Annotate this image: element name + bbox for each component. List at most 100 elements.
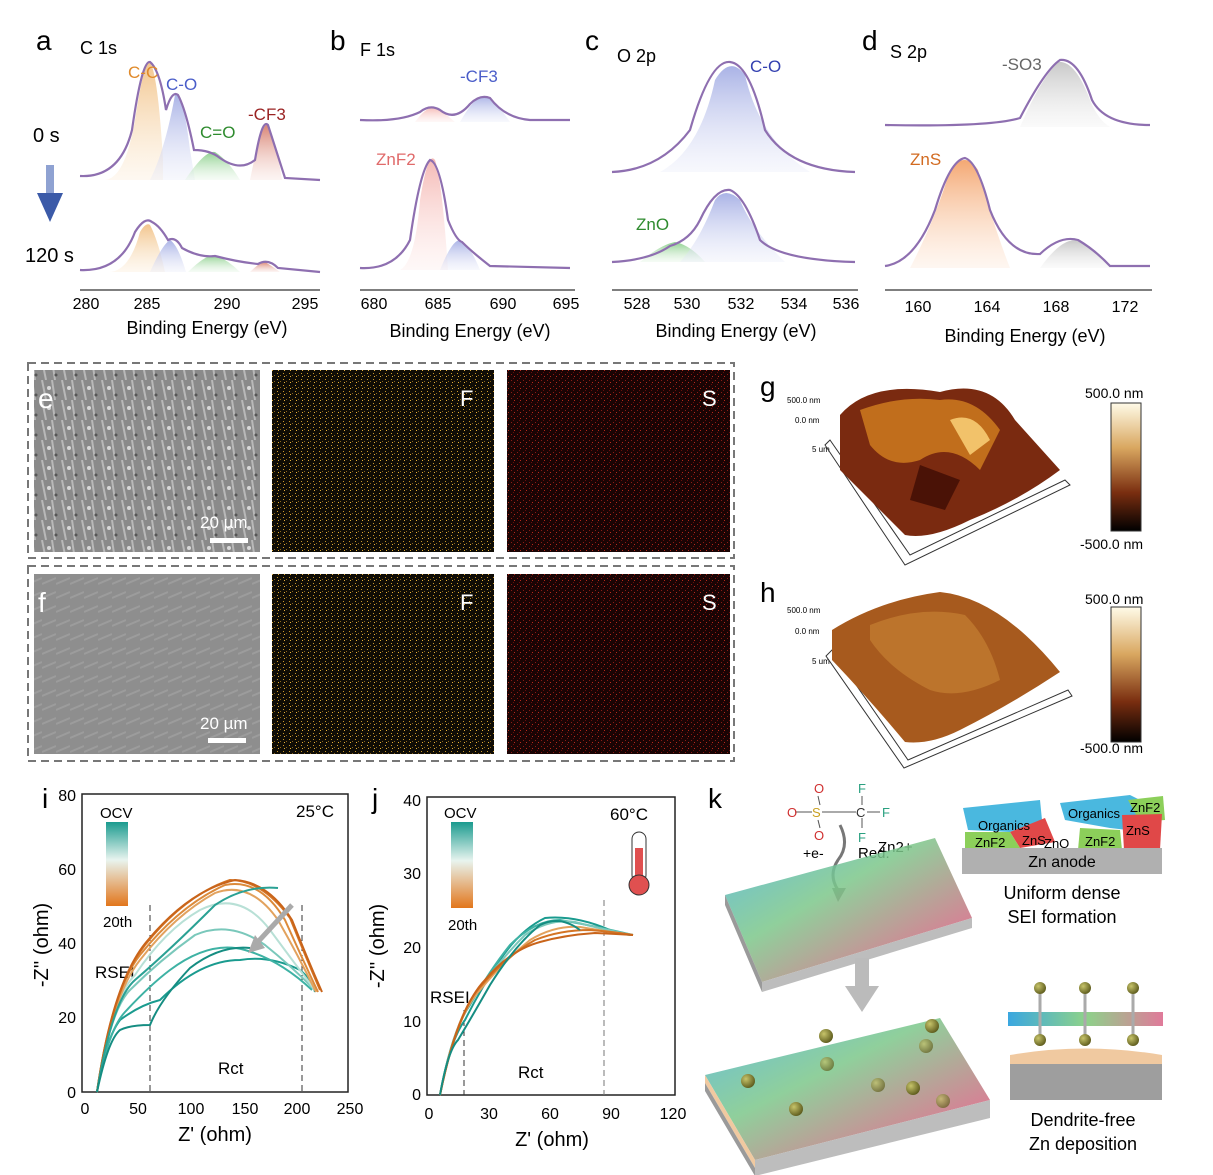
svg-text:60°C: 60°C <box>610 805 648 824</box>
peak-cc-bottom <box>110 224 165 272</box>
afm-panel-h: h 500.0 nm 0.0 nm 5 um 500.0 nm -500.0 n… <box>760 577 1143 769</box>
zn-nuclei <box>741 1019 950 1116</box>
xlabel-d: Binding Energy (eV) <box>944 326 1105 346</box>
label-co: C-O <box>166 75 197 94</box>
xps-panel-b: b F 1s -CF3 ZnF2 680 685 690 695 Binding… <box>330 25 579 341</box>
svg-text:-500.0 nm: -500.0 nm <box>1080 536 1143 552</box>
label-cf3-a: -CF3 <box>248 105 286 124</box>
electron-label: +e- <box>803 845 824 861</box>
eds-map-s-e <box>507 370 730 552</box>
xticks-j: 0 30 60 90 120 <box>425 1106 687 1123</box>
svg-text:500.0 nm: 500.0 nm <box>1085 591 1143 607</box>
svg-text:ZnS: ZnS <box>1022 833 1046 848</box>
svg-text:172: 172 <box>1112 299 1139 316</box>
xlabel-j: Z' (ohm) <box>515 1129 589 1151</box>
svg-text:200: 200 <box>284 1101 311 1118</box>
sem-row-e: e 20 µm F S <box>34 370 730 552</box>
eds-label-f-f: F <box>460 590 473 615</box>
trend-arrow-i <box>253 903 294 947</box>
svg-text:80: 80 <box>58 788 76 805</box>
xticks-b: 680 685 690 695 <box>361 296 580 313</box>
anode-label: Zn anode <box>1028 854 1096 871</box>
xps-panel-d: d S 2p -SO3 ZnS 160 164 168 172 Binding … <box>862 25 1152 346</box>
svg-text:680: 680 <box>361 296 388 313</box>
svg-text:C: C <box>856 805 865 820</box>
svg-text:0: 0 <box>81 1101 90 1118</box>
svg-text:F: F <box>882 805 890 820</box>
svg-text:528: 528 <box>624 296 651 313</box>
svg-text:ZnO: ZnO <box>1044 836 1069 851</box>
svg-text:Organics: Organics <box>1068 806 1121 821</box>
svg-text:160: 160 <box>905 299 932 316</box>
colorbar-g <box>1110 402 1142 532</box>
svg-text:50: 50 <box>129 1101 147 1118</box>
svg-text:10: 10 <box>403 1014 421 1031</box>
sem-row-f: f 20 µm F S <box>34 574 730 754</box>
spectrum-f1s-120s <box>359 158 571 270</box>
eds-map-f-f <box>272 574 494 754</box>
eis-curves-i <box>96 878 323 1093</box>
lower-slab <box>705 1018 990 1160</box>
svg-text:500.0 nm: 500.0 nm <box>787 606 821 615</box>
svg-text:100: 100 <box>178 1101 205 1118</box>
svg-text:0: 0 <box>412 1087 421 1104</box>
svg-text:O: O <box>787 805 797 820</box>
svg-text:ZnS: ZnS <box>1126 823 1150 838</box>
time-arrow <box>37 165 63 222</box>
svg-text:290: 290 <box>214 296 241 313</box>
peak-co-top <box>150 93 195 180</box>
label-so3: -SO3 <box>1002 55 1042 74</box>
svg-text:685: 685 <box>425 296 452 313</box>
label-zno: ZnO <box>636 215 669 234</box>
eds-map-f-e <box>272 370 494 552</box>
svg-text:690: 690 <box>490 296 517 313</box>
svg-text:60: 60 <box>541 1106 559 1123</box>
svg-text:Zn deposition: Zn deposition <box>1029 1134 1137 1154</box>
svg-text:30: 30 <box>403 866 421 883</box>
label-znf2: ZnF2 <box>376 150 416 169</box>
label-cf3-b: -CF3 <box>460 67 498 86</box>
svg-text:5 um: 5 um <box>812 445 830 454</box>
panel-letter-f: f <box>38 587 46 618</box>
svg-text:-500.0 nm: -500.0 nm <box>1080 740 1143 756</box>
svg-text:30: 30 <box>480 1106 498 1123</box>
svg-text:60: 60 <box>58 862 76 879</box>
ylabel-i: -Z'' (ohm) <box>31 903 53 987</box>
eds-label-f-e: F <box>460 386 473 411</box>
xlabel-b: Binding Energy (eV) <box>389 321 550 341</box>
sem-image-e <box>34 370 260 552</box>
eis-panel-i: i 0 20 40 60 80 0 50 100 150 200 250 Z' … <box>31 783 363 1146</box>
svg-text:O: O <box>814 828 824 843</box>
svg-text:150: 150 <box>232 1101 259 1118</box>
svg-text:20th: 20th <box>448 917 477 934</box>
peak-co-bottom <box>150 240 186 272</box>
svg-text:532: 532 <box>728 296 755 313</box>
dashed-box-e <box>27 362 735 559</box>
panel-letter-g: g <box>760 371 776 402</box>
dashed-box-f <box>27 565 735 762</box>
xticks-d: 160 164 168 172 <box>905 299 1139 316</box>
panel-letter-a: a <box>36 25 52 56</box>
svg-text:536: 536 <box>833 296 860 313</box>
panel-letter-i: i <box>42 783 48 814</box>
afm-panel-g: g 500.0 nm 0.0 nm 5 um 500.0 nm -500.0 n… <box>760 371 1143 566</box>
panel-letter-e: e <box>38 383 54 414</box>
svg-text:285: 285 <box>134 296 161 313</box>
svg-text:295: 295 <box>292 296 319 313</box>
xps-panel-c: c O 2p C-O ZnO 528 530 532 534 536 Bindi… <box>585 25 859 341</box>
peak-cf3-bottom <box>250 262 280 272</box>
peak-co2-bottom <box>188 255 240 272</box>
svg-text:Uniform dense: Uniform dense <box>1003 883 1120 903</box>
svg-text:40: 40 <box>403 793 421 810</box>
svg-text:0.0 nm: 0.0 nm <box>795 416 820 425</box>
eds-label-s-f: S <box>702 590 717 615</box>
panel-letter-h: h <box>760 577 776 608</box>
svg-text:164: 164 <box>974 299 1001 316</box>
svg-text:20: 20 <box>403 940 421 957</box>
label-co-c: C-O <box>750 57 781 76</box>
svg-text:530: 530 <box>674 296 701 313</box>
core-level-a: C 1s <box>80 38 117 58</box>
spectrum-c1s-0s <box>79 60 321 182</box>
peak-co2-top <box>185 151 240 180</box>
